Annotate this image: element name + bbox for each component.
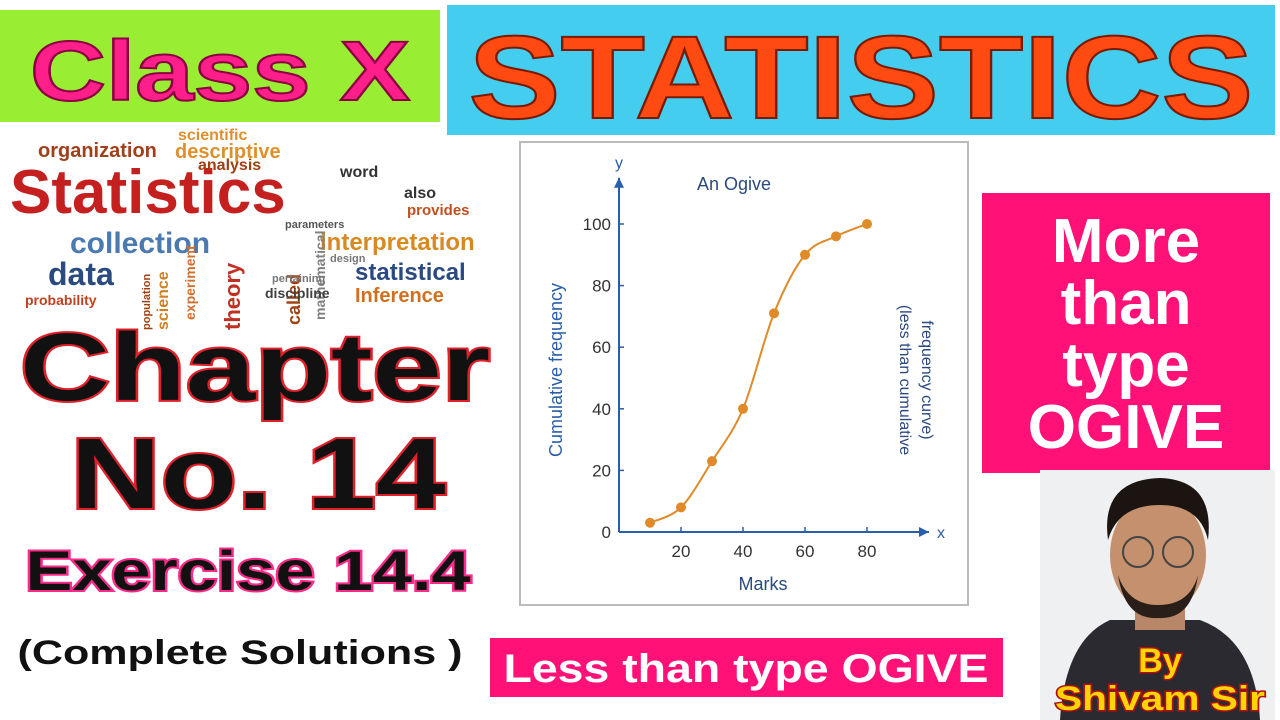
x-axis-name: x	[937, 525, 945, 542]
caption-box	[490, 638, 1003, 697]
glasses	[1162, 536, 1194, 568]
x-tick-label: 60	[796, 542, 815, 561]
cloud-word: population	[141, 274, 153, 330]
shirt	[1060, 620, 1260, 720]
cloud-word: collection	[70, 227, 210, 260]
title: STATISTICS	[469, 12, 1254, 144]
glasses	[1122, 536, 1154, 568]
y-axis-label: Cumulative frequency	[546, 283, 566, 457]
data-point	[738, 403, 748, 414]
face	[1110, 495, 1206, 615]
chart-frame	[519, 141, 969, 606]
cloud-word: probability	[25, 292, 97, 308]
x-tick-label: 20	[672, 542, 691, 561]
cloud-word: organization	[38, 140, 157, 162]
y-tick-label: 80	[592, 277, 611, 296]
chapter-title: Chapter	[20, 314, 490, 421]
caption: Less than type OGIVE	[504, 647, 989, 691]
cloud-word: design	[330, 253, 366, 265]
y-tick-label: 100	[583, 215, 611, 234]
cloud-word: Inference	[355, 285, 444, 307]
x-axis-label: Marks	[739, 574, 788, 594]
ogive-curve	[649, 223, 868, 524]
x-arrow	[919, 527, 929, 537]
beard	[1118, 575, 1198, 619]
data-point	[769, 308, 779, 319]
side-box	[982, 193, 1270, 473]
cloud-word: science	[155, 271, 172, 330]
cloud-word: analysis	[198, 157, 261, 174]
chart-title: An Ogive	[697, 174, 771, 194]
chapter-number: No. 14	[71, 418, 446, 530]
cloud-word: word	[339, 164, 378, 181]
cloud-word: statistical	[355, 259, 466, 286]
data-point	[862, 219, 872, 229]
cloud-word: descriptive	[175, 141, 281, 163]
data-point	[800, 249, 810, 260]
annotation: frequency curve)	[918, 320, 935, 439]
y-tick-label: 60	[592, 338, 611, 357]
side-line: OGIVE	[1028, 393, 1224, 462]
y-axis-name: y	[615, 155, 623, 172]
cloud-word: theory	[220, 262, 245, 330]
data-point	[831, 231, 841, 242]
note: (Complete Solutions )	[18, 634, 463, 672]
x-tick-label: 40	[734, 542, 753, 561]
class-label: Class X	[30, 24, 410, 118]
y-tick-label: 40	[592, 400, 611, 419]
cloud-word: interpretation	[320, 229, 475, 256]
cloud-word: experiment	[182, 245, 198, 320]
y-tick-label: 20	[592, 461, 611, 480]
hair	[1107, 478, 1209, 540]
annotation: (less than cumulative	[896, 305, 913, 455]
class-box	[0, 10, 440, 122]
cloud-word: also	[404, 185, 436, 202]
data-point	[645, 517, 655, 528]
data-point	[676, 502, 686, 513]
data-point	[707, 456, 717, 467]
author-name: Shivam Sir	[1055, 680, 1265, 718]
title-box	[447, 5, 1275, 135]
y-tick-label: 0	[602, 523, 611, 542]
cloud-word: mathematical	[312, 231, 328, 320]
author-by: By	[1138, 642, 1182, 680]
cloud-word: provides	[407, 202, 470, 219]
cloud-word: parameters	[285, 219, 344, 231]
cloud-word: data	[48, 256, 114, 292]
cloud-word: called	[284, 274, 304, 325]
side-line: type	[1062, 331, 1189, 400]
side-line: More	[1052, 207, 1200, 276]
cloud-word: scientific	[178, 127, 247, 144]
author-photo	[1040, 470, 1275, 720]
side-line: than	[1061, 269, 1192, 338]
chart: x y 0 20 40 60 80 100 20 40 60 80 An Ogive Marks Cumul…	[546, 155, 945, 594]
cloud-word: discipline	[265, 285, 330, 301]
cloud-word: pertaining	[272, 273, 325, 285]
y-arrow	[614, 177, 624, 188]
cloud-word: Statistics	[10, 158, 286, 227]
x-tick-label: 80	[858, 542, 877, 561]
exercise: Exercise 14.4	[26, 539, 471, 602]
